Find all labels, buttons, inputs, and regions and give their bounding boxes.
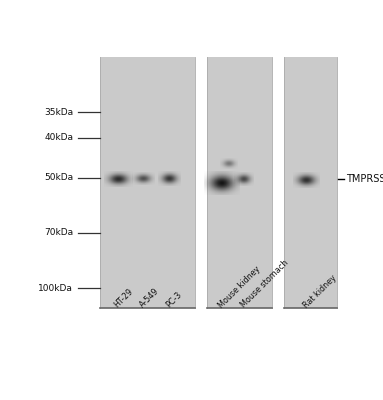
Text: Mouse kidney: Mouse kidney	[217, 264, 262, 310]
Text: TMPRSS2: TMPRSS2	[346, 174, 383, 184]
Text: 70kDa: 70kDa	[44, 228, 73, 238]
Text: 40kDa: 40kDa	[44, 133, 73, 142]
Text: PC-3: PC-3	[165, 290, 184, 310]
Text: 35kDa: 35kDa	[44, 108, 73, 117]
Text: A-549: A-549	[138, 287, 161, 310]
Bar	[284, 57, 337, 308]
Text: Mouse stomach: Mouse stomach	[239, 259, 290, 310]
Text: HT-29: HT-29	[113, 287, 135, 310]
Text: 100kDa: 100kDa	[38, 284, 73, 293]
Text: 50kDa: 50kDa	[44, 173, 73, 182]
Bar	[207, 57, 272, 308]
Text: Rat kidney: Rat kidney	[301, 273, 338, 310]
Bar	[100, 57, 195, 308]
